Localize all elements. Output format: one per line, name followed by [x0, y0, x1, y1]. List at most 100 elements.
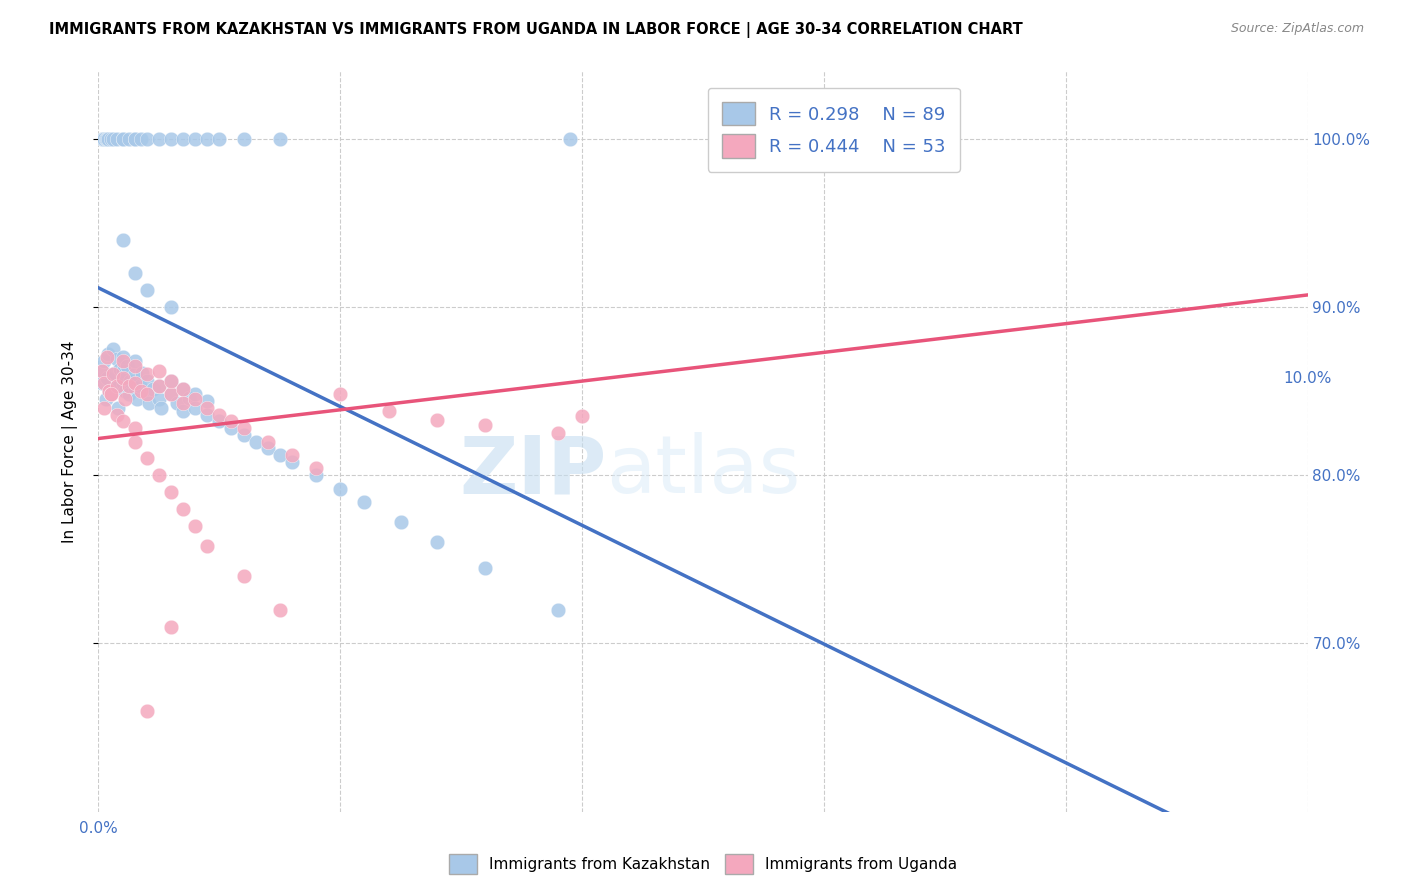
Point	[160, 374, 183, 388]
Point	[232, 427, 254, 442]
Point	[93, 131, 115, 145]
Point	[269, 131, 291, 145]
Point	[195, 131, 218, 145]
Point	[105, 352, 128, 367]
Point	[179, 391, 201, 405]
Point	[184, 131, 207, 145]
Point	[305, 468, 328, 483]
Point	[256, 442, 278, 456]
Point	[105, 379, 128, 393]
Point	[221, 421, 243, 435]
Point	[114, 384, 136, 398]
Point	[98, 384, 121, 398]
Point	[124, 381, 146, 395]
Point	[94, 392, 117, 407]
Point	[160, 620, 183, 634]
Point	[111, 370, 134, 384]
Point	[547, 603, 569, 617]
Point	[281, 455, 304, 469]
Point	[118, 131, 141, 145]
Point	[101, 342, 124, 356]
Point	[232, 131, 254, 145]
Point	[101, 131, 124, 145]
Point	[571, 409, 593, 424]
Point	[96, 131, 118, 145]
Point	[148, 468, 170, 483]
Point	[129, 384, 152, 398]
Point	[97, 131, 120, 145]
Point	[124, 368, 146, 382]
Point	[96, 370, 118, 384]
Point	[269, 448, 291, 462]
Point	[166, 396, 188, 410]
Point	[97, 347, 120, 361]
Point	[208, 408, 231, 422]
Point	[101, 368, 124, 382]
Point	[849, 131, 872, 145]
Point	[115, 370, 138, 384]
Point	[93, 401, 115, 415]
Point	[245, 434, 267, 449]
Point	[100, 387, 122, 401]
Point	[148, 131, 170, 145]
Point	[91, 364, 114, 378]
Point	[124, 434, 146, 449]
Point	[172, 396, 194, 410]
Point	[100, 387, 122, 401]
Point	[124, 421, 146, 435]
Point	[91, 131, 114, 145]
Point	[91, 376, 114, 390]
Point	[111, 376, 134, 390]
Point	[135, 387, 157, 401]
Point	[124, 359, 146, 373]
Point	[111, 233, 134, 247]
Point	[91, 364, 114, 378]
Point	[96, 351, 118, 365]
Point	[142, 383, 165, 397]
Y-axis label: In Labor Force | Age 30-34: In Labor Force | Age 30-34	[62, 340, 77, 543]
Point	[558, 131, 581, 145]
Point	[184, 387, 207, 401]
Point	[135, 704, 157, 718]
Point	[150, 401, 173, 415]
Point	[111, 351, 134, 365]
Point	[329, 387, 352, 401]
Point	[269, 603, 291, 617]
Point	[138, 396, 160, 410]
Point	[111, 131, 134, 145]
Point	[148, 379, 170, 393]
Point	[148, 364, 170, 378]
Point	[131, 366, 153, 380]
Point	[184, 392, 207, 407]
Point	[93, 376, 115, 390]
Point	[127, 392, 149, 407]
Point	[232, 421, 254, 435]
Point	[547, 426, 569, 441]
Point	[281, 448, 304, 462]
Point	[108, 362, 131, 376]
Point	[389, 516, 412, 530]
Text: 10.0%: 10.0%	[1284, 371, 1331, 386]
Point	[111, 414, 134, 428]
Point	[208, 414, 231, 428]
Point	[111, 353, 134, 368]
Point	[104, 366, 127, 380]
Point	[135, 283, 157, 297]
Point	[329, 482, 352, 496]
Point	[105, 131, 128, 145]
Point	[160, 387, 183, 401]
Point	[94, 131, 117, 145]
Point	[172, 404, 194, 418]
Point	[118, 374, 141, 388]
Point	[111, 131, 134, 145]
Point	[474, 417, 496, 432]
Point	[128, 379, 150, 393]
Point	[305, 461, 328, 475]
Point	[474, 560, 496, 574]
Point	[124, 131, 146, 145]
Point	[124, 266, 146, 280]
Point	[107, 401, 129, 415]
Point	[160, 131, 183, 145]
Point	[148, 392, 170, 407]
Point	[353, 495, 375, 509]
